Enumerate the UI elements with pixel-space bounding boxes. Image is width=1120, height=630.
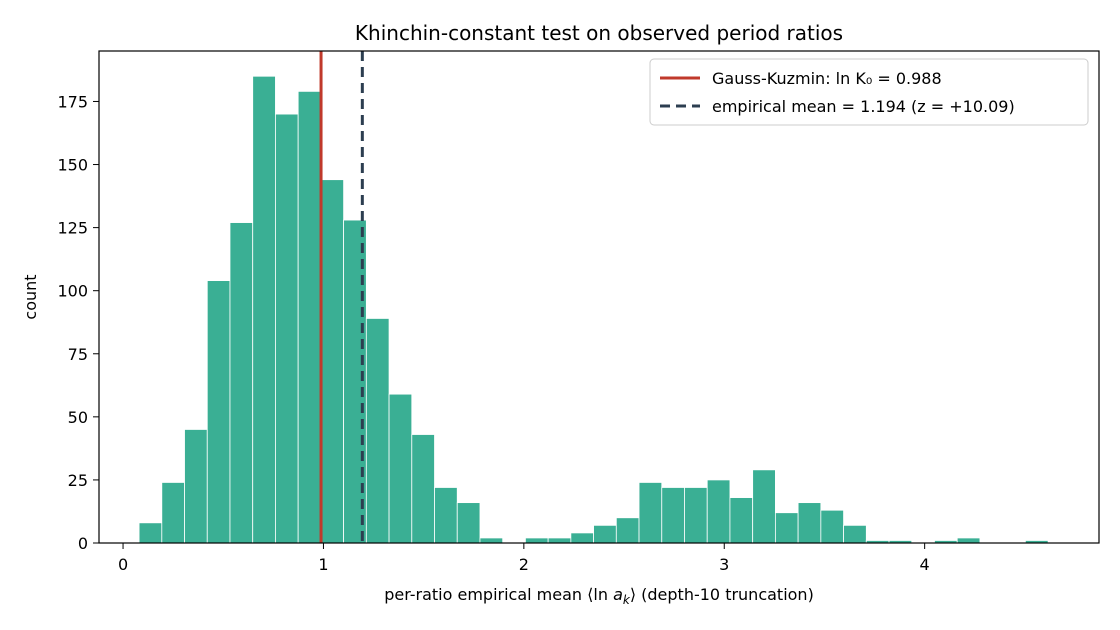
- y-axis-ticks: 0 25 50 75 100 125 150 175: [57, 92, 99, 553]
- x-tick-label: 3: [719, 555, 729, 574]
- histogram-bar: [184, 429, 208, 544]
- x-axis-ticks: 0 1 2 3 4: [118, 543, 930, 574]
- histogram-bar: [820, 509, 844, 544]
- y-tick-label: 50: [68, 408, 88, 427]
- x-axis-label: per-ratio empirical mean ⟨ln ak⟩ (depth-…: [384, 585, 814, 607]
- histogram-bar: [729, 497, 754, 544]
- y-axis-label: count: [21, 274, 40, 319]
- histogram-bar: [206, 280, 231, 544]
- histogram-bar: [365, 318, 390, 544]
- y-tick-label: 75: [68, 345, 88, 364]
- legend-box: [649, 58, 1089, 126]
- histogram-bar: [229, 222, 254, 544]
- y-tick-label: 0: [78, 534, 88, 553]
- histogram-bar: [388, 393, 413, 544]
- histogram-bar: [706, 479, 731, 544]
- plot-frame: [98, 50, 1100, 544]
- legend: Gauss-Kuzmin: ln K₀ = 0.988 empirical me…: [649, 58, 1089, 126]
- histogram-bar: [774, 512, 799, 544]
- y-tick-label: 100: [57, 282, 88, 301]
- histogram-bar: [252, 75, 276, 544]
- histogram-bar: [456, 502, 481, 544]
- histogram-bar: [752, 469, 776, 544]
- histogram-bar: [615, 517, 640, 544]
- reference-lines: [319, 51, 364, 543]
- histogram-bar: [434, 487, 458, 544]
- legend-label-empirical-mean: empirical mean = 1.194 (z = +10.09): [712, 97, 1015, 116]
- x-tick-label: 4: [920, 555, 930, 574]
- histogram-bar: [297, 90, 322, 544]
- y-tick-label: 175: [57, 92, 88, 111]
- histogram-bar: [684, 487, 708, 544]
- histogram-bar: [638, 482, 663, 544]
- histogram-bar: [593, 524, 617, 544]
- histogram-bar: [275, 113, 299, 544]
- y-tick-label: 125: [57, 219, 88, 238]
- histogram-bar: [138, 522, 163, 544]
- y-tick-label: 150: [57, 156, 88, 175]
- histogram-bar: [797, 502, 822, 544]
- histogram-bar: [570, 532, 594, 544]
- histogram-bar: [547, 537, 572, 544]
- histogram-bar: [411, 434, 435, 544]
- y-tick-label: 25: [68, 471, 88, 490]
- chart-title: Khinchin-constant test on observed perio…: [355, 21, 843, 45]
- x-tick-label: 2: [519, 555, 529, 574]
- x-tick-label: 0: [118, 555, 128, 574]
- histogram-bar: [661, 487, 685, 544]
- histogram-bars: [138, 75, 1049, 544]
- histogram-bar: [956, 537, 981, 544]
- legend-label-gauss-kuzmin: Gauss-Kuzmin: ln K₀ = 0.988: [712, 69, 942, 88]
- histogram-bar: [479, 537, 504, 544]
- x-tick-label: 1: [318, 555, 328, 574]
- histogram-bar: [843, 524, 867, 544]
- histogram-bar: [525, 537, 549, 544]
- histogram-bar: [161, 482, 185, 544]
- histogram-bar: [320, 179, 345, 544]
